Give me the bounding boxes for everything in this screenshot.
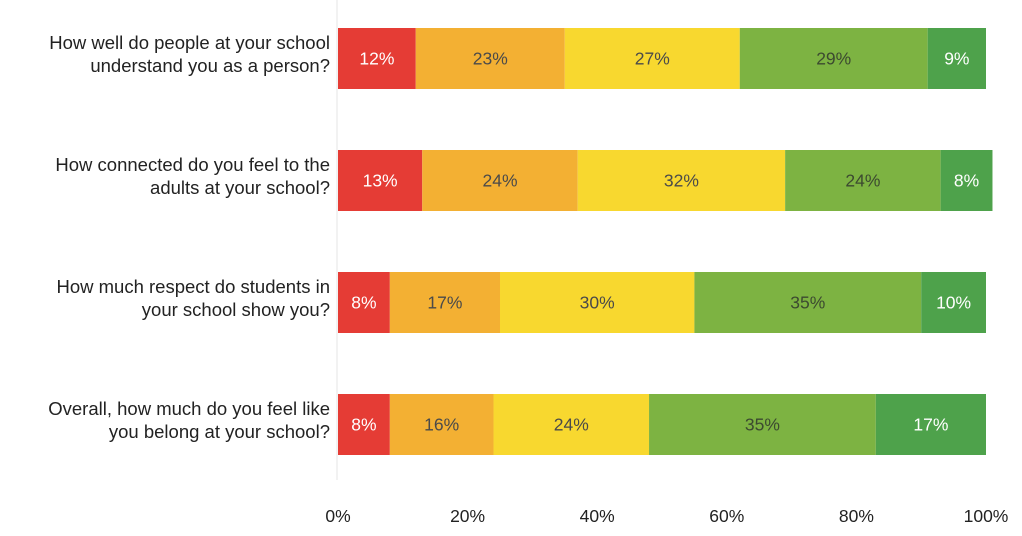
data-label: 23% <box>473 49 508 69</box>
data-label: 16% <box>424 415 459 435</box>
bar-segment <box>785 150 941 211</box>
bar-segment <box>577 150 786 211</box>
data-label: 30% <box>580 293 615 313</box>
bar-segment <box>338 272 390 333</box>
x-tick-label: 60% <box>709 506 744 526</box>
bar-segment <box>875 394 986 455</box>
bar-segment <box>940 150 993 211</box>
bar-segment <box>338 150 423 211</box>
category-label: you belong at your school? <box>109 421 330 442</box>
bar-segment <box>694 272 922 333</box>
data-label: 13% <box>363 171 398 191</box>
bar-segment <box>564 28 740 89</box>
data-label: 24% <box>845 171 880 191</box>
bar-segment <box>500 272 695 333</box>
category-label: How much respect do students in <box>56 276 330 297</box>
category-label: understand you as a person? <box>90 55 330 76</box>
bar-segment <box>338 28 416 89</box>
x-tick-label: 20% <box>450 506 485 526</box>
data-label: 8% <box>351 415 376 435</box>
x-tick-label: 80% <box>839 506 874 526</box>
bar-segment <box>415 28 565 89</box>
data-label: 9% <box>944 49 969 69</box>
data-label: 24% <box>482 171 517 191</box>
data-label: 17% <box>427 293 462 313</box>
data-label: 8% <box>351 293 376 313</box>
data-label: 27% <box>635 49 670 69</box>
bar-segment <box>493 394 650 455</box>
bar-segment <box>338 394 390 455</box>
bar-segment <box>389 272 500 333</box>
data-label: 12% <box>359 49 394 69</box>
data-label: 29% <box>816 49 851 69</box>
x-tick-label: 100% <box>964 506 1009 526</box>
bar-segment <box>921 272 986 333</box>
data-label: 10% <box>936 293 971 313</box>
data-label: 24% <box>554 415 589 435</box>
bar-segment <box>422 150 578 211</box>
data-label: 17% <box>913 415 948 435</box>
bar-segment <box>649 394 876 455</box>
category-label: How well do people at your school <box>49 32 330 53</box>
x-tick-label: 0% <box>325 506 350 526</box>
bar-segment <box>389 394 494 455</box>
data-label: 8% <box>954 171 979 191</box>
x-tick-label: 40% <box>580 506 615 526</box>
category-label: Overall, how much do you feel like <box>48 398 330 419</box>
category-label: adults at your school? <box>150 177 330 198</box>
category-label: your school show you? <box>142 299 330 320</box>
bar-segment <box>927 28 986 89</box>
data-label: 35% <box>790 293 825 313</box>
data-label: 35% <box>745 415 780 435</box>
data-label: 32% <box>664 171 699 191</box>
bar-segment <box>739 28 928 89</box>
category-label: How connected do you feel to the <box>55 154 330 175</box>
